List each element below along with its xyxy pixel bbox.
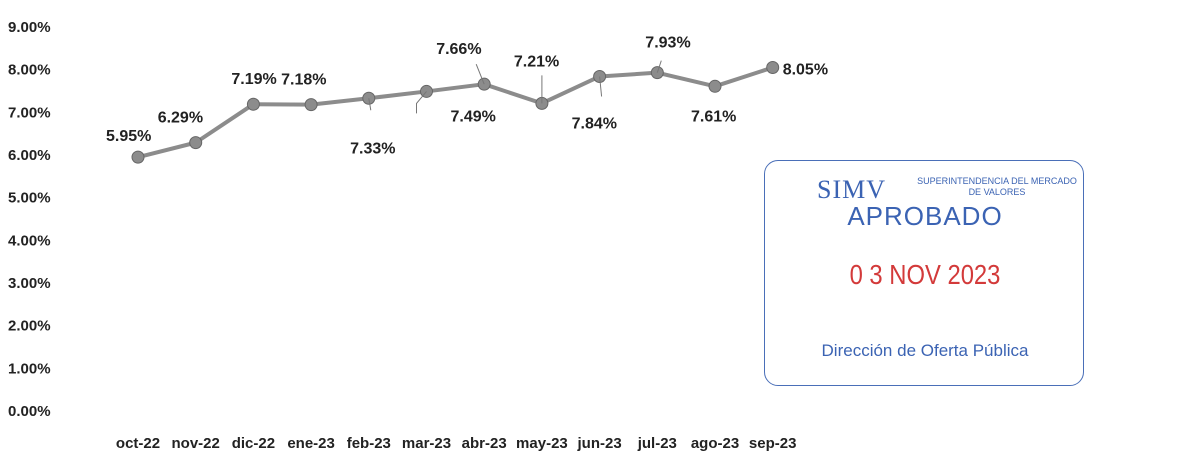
approval-stamp: SIMV SUPERINTENDENCIA DEL MERCADO DE VAL… <box>764 160 1084 386</box>
x-tick-label: ene-23 <box>287 435 335 452</box>
data-label: 7.33% <box>350 140 395 157</box>
data-point <box>708 79 722 93</box>
data-label: 7.49% <box>451 108 496 125</box>
stamp-logo: SIMV <box>817 175 887 204</box>
x-tick-label: nov-22 <box>172 435 220 452</box>
x-tick-label: dic-22 <box>232 435 275 452</box>
x-tick-label: mar-23 <box>402 435 451 452</box>
y-tick-label: 1.00% <box>8 360 51 377</box>
data-label-layer: 5.95% 6.29% 7.19% 7.18% 7.33% 7.49% 7.66% 7.21%… <box>106 35 828 158</box>
x-tick-label: sep-23 <box>749 435 797 452</box>
leader-line <box>416 91 427 114</box>
leader-line <box>599 76 603 97</box>
x-tick-label: ago-23 <box>691 435 739 452</box>
data-label: 7.93% <box>645 35 690 52</box>
y-tick-label: 6.00% <box>8 147 51 164</box>
data-point <box>766 61 780 75</box>
data-label: 7.19% <box>231 71 276 88</box>
y-axis: 0.00% 1.00% 2.00% 3.00% 4.00% 5.00% 6.00% 7.00%… <box>8 19 51 420</box>
data-point <box>189 136 203 150</box>
y-tick-label: 7.00% <box>8 104 51 121</box>
series-layer <box>131 61 780 164</box>
x-tick-label: abr-23 <box>462 435 507 452</box>
x-tick-label: jun-23 <box>577 435 622 452</box>
data-label: 7.84% <box>572 115 617 132</box>
stamp-date: 0 3 NOV 2023 <box>849 259 1001 290</box>
x-axis: oct-22 nov-22 dic-22 ene-23 feb-23 mar-23 abr-… <box>116 435 797 452</box>
y-tick-label: 9.00% <box>8 19 51 36</box>
y-tick-label: 4.00% <box>8 232 51 249</box>
x-tick-label: oct-22 <box>116 435 160 452</box>
y-tick-label: 5.00% <box>8 190 51 207</box>
x-tick-label: may-23 <box>516 435 568 452</box>
data-label: 7.21% <box>514 53 559 70</box>
data-point <box>304 98 318 112</box>
data-label: 5.95% <box>106 128 151 145</box>
series-line <box>137 65 774 160</box>
y-tick-label: 3.00% <box>8 275 51 292</box>
leader-line <box>475 63 485 85</box>
data-label: 7.61% <box>691 108 736 125</box>
y-tick-label: 8.00% <box>8 62 51 79</box>
x-tick-label: feb-23 <box>347 435 391 452</box>
data-point <box>131 150 145 164</box>
leader-line <box>656 60 662 73</box>
x-tick-label: jul-23 <box>637 435 677 452</box>
stamp-department: Dirección de Oferta Pública <box>821 341 1029 360</box>
data-label: 8.05% <box>783 62 828 79</box>
data-label: 7.18% <box>281 72 326 89</box>
y-tick-label: 0.00% <box>8 403 51 420</box>
data-label: 6.29% <box>158 110 203 127</box>
leader-line <box>368 98 372 111</box>
stamp-status: APROBADO <box>847 201 1003 231</box>
stamp-organization: SUPERINTENDENCIA DEL MERCADO DE VALORES <box>917 176 1077 197</box>
data-label: 7.66% <box>436 41 481 58</box>
y-tick-label: 2.00% <box>8 318 51 335</box>
data-point <box>246 97 260 111</box>
